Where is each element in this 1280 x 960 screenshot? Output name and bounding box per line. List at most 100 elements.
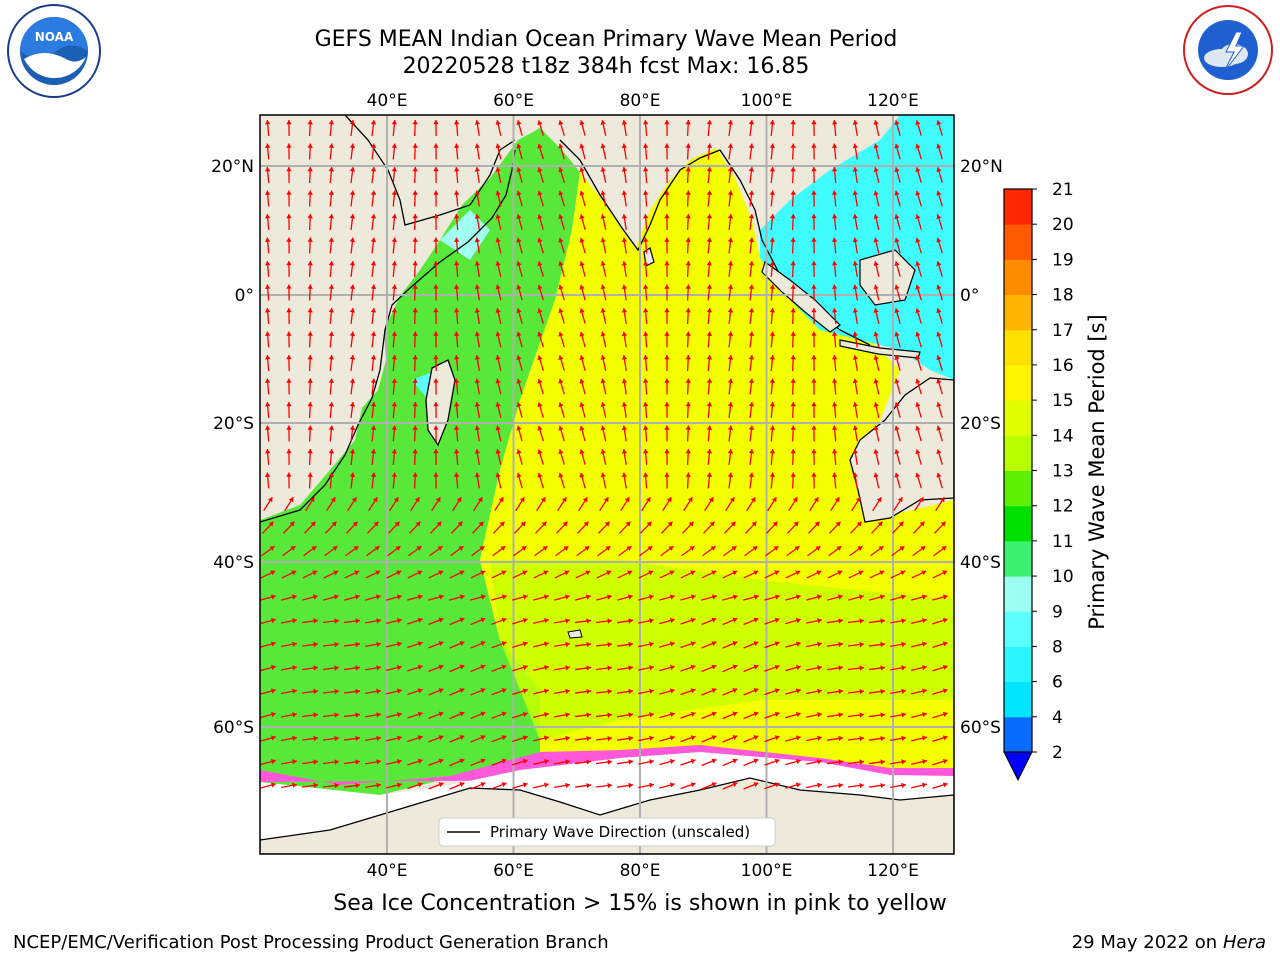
wave-arrow xyxy=(554,618,570,624)
wave-arrow xyxy=(473,496,483,512)
wave-arrow xyxy=(307,119,313,137)
wave-arrow xyxy=(831,190,838,207)
wave-arrow xyxy=(915,261,922,277)
wave-arrow xyxy=(579,472,586,489)
wave-arrow xyxy=(368,496,378,512)
wave-arrow xyxy=(936,402,943,418)
wave-arrow xyxy=(282,545,296,557)
wave-arrow xyxy=(579,402,586,418)
wave-arrow xyxy=(748,472,755,489)
wave-arrow xyxy=(638,594,654,601)
wave-arrow xyxy=(873,167,880,183)
wave-arrow xyxy=(769,237,776,254)
wave-arrow xyxy=(265,190,271,207)
wave-arrow xyxy=(516,237,523,254)
wave-arrow xyxy=(600,425,607,442)
wave-arrow xyxy=(433,143,439,160)
wave-arrow xyxy=(365,782,381,789)
wave-arrow xyxy=(932,594,948,601)
wave-arrow xyxy=(831,378,838,395)
wave-arrow xyxy=(286,213,292,231)
wave-arrow xyxy=(286,307,292,325)
wave-arrow xyxy=(790,472,796,489)
wave-arrow xyxy=(621,425,628,442)
wave-arrow xyxy=(533,618,549,624)
wave-arrow xyxy=(868,759,886,765)
wave-arrow xyxy=(512,711,528,719)
wave-arrow xyxy=(873,190,880,207)
wave-arrow xyxy=(349,354,356,372)
colorbar-tick-label: 20 xyxy=(1052,215,1074,235)
wave-arrow xyxy=(512,664,528,672)
wave-arrow xyxy=(324,545,338,557)
wave-arrow xyxy=(727,401,734,419)
wave-arrow xyxy=(323,594,339,601)
wave-arrow xyxy=(748,260,755,278)
wave-arrow xyxy=(579,190,586,207)
lat-tick-right: 20°N xyxy=(960,157,1003,177)
wave-arrow xyxy=(389,496,399,512)
wave-arrow xyxy=(643,425,649,442)
wave-arrow xyxy=(664,472,670,489)
wave-arrow xyxy=(370,190,377,207)
colorbar-tick-label: 4 xyxy=(1052,708,1063,728)
wave-arrow xyxy=(811,401,817,419)
lat-tick-right: 40°S xyxy=(960,553,1001,573)
wave-arrow xyxy=(706,307,713,325)
wave-arrow xyxy=(894,331,901,348)
wave-arrow xyxy=(433,354,439,372)
wave-arrow xyxy=(806,570,822,579)
wave-arrow xyxy=(915,331,922,348)
wave-arrow xyxy=(685,166,691,184)
wave-arrow xyxy=(680,664,696,672)
wave-arrow xyxy=(748,166,755,184)
wave-arrow xyxy=(764,782,780,790)
wave-arrow xyxy=(284,496,294,512)
wave-arrow xyxy=(386,641,402,648)
wave-arrow xyxy=(433,166,439,184)
wave-arrow xyxy=(685,119,691,137)
wave-arrow xyxy=(638,570,654,579)
wave-arrow xyxy=(727,260,734,278)
wave-arrow xyxy=(706,166,713,184)
wave-arrow xyxy=(847,618,865,624)
wave-arrow xyxy=(852,378,859,395)
colorbar-segment xyxy=(1004,611,1032,647)
antarctica-land xyxy=(260,777,954,854)
wave-arrow xyxy=(286,354,292,372)
wave-arrow xyxy=(407,617,423,625)
wave-arrow xyxy=(407,758,423,766)
wave-arrow xyxy=(911,735,927,742)
wave-arrow xyxy=(537,214,544,230)
wave-arrow xyxy=(365,688,381,695)
wave-arrow xyxy=(911,594,927,601)
wave-arrow xyxy=(680,570,696,579)
wave-arrow xyxy=(391,354,398,372)
wave-arrow xyxy=(579,425,586,442)
wave-arrow xyxy=(643,284,649,301)
wave-arrow xyxy=(600,449,607,465)
wave-arrow xyxy=(558,402,565,418)
wave-arrow xyxy=(638,782,654,789)
wave-arrow xyxy=(325,521,337,534)
wave-arrow xyxy=(307,190,313,207)
wave-arrow xyxy=(536,496,546,512)
lon-tick-top: 80°E xyxy=(620,91,661,111)
wave-arrow xyxy=(343,688,361,695)
wave-arrow xyxy=(474,213,481,231)
wave-arrow xyxy=(433,378,439,395)
wave-arrow xyxy=(598,521,610,534)
wave-arrow xyxy=(659,711,675,719)
wave-arrow xyxy=(428,758,444,766)
wave-arrow xyxy=(616,735,634,742)
wave-arrow xyxy=(491,758,507,766)
wave-arrow xyxy=(722,735,738,743)
wave-arrow xyxy=(727,448,734,466)
lon-tick-bottom: 40°E xyxy=(367,861,408,881)
wave-arrow xyxy=(307,401,313,419)
wave-arrow xyxy=(391,284,398,301)
wave-arrow xyxy=(574,641,592,648)
wave-arrow xyxy=(621,354,628,372)
wave-arrow xyxy=(328,472,335,489)
wave-arrow xyxy=(495,214,502,230)
